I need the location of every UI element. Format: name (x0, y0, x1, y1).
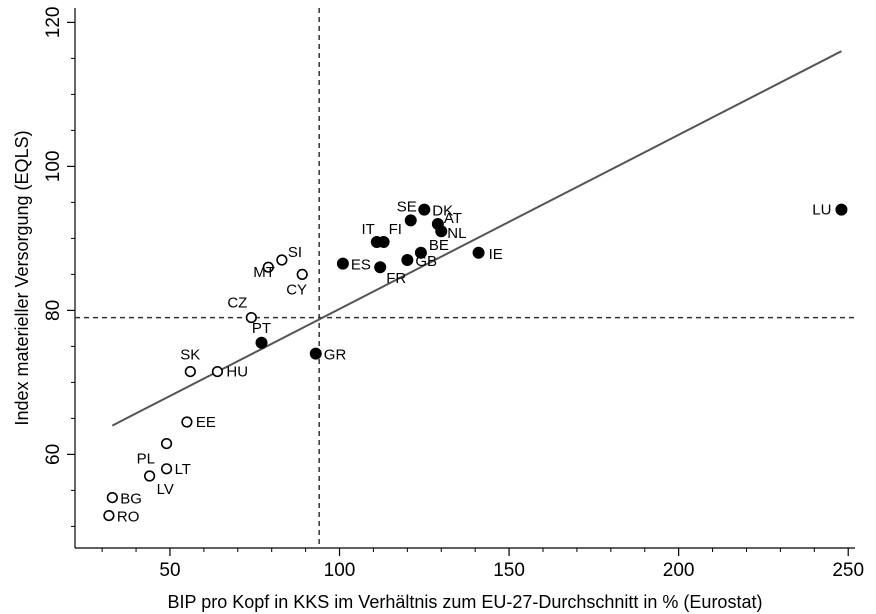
point-label-ro: RO (117, 509, 140, 526)
point-ie (472, 246, 485, 259)
point-dk (418, 203, 431, 216)
x-tick-label: 200 (663, 560, 695, 581)
point-gb (401, 254, 414, 266)
point-label-mt: MT (253, 264, 275, 281)
y-tick-label: 60 (43, 444, 64, 465)
point-mt (262, 261, 274, 273)
point-label-nl: NL (447, 225, 466, 242)
point-label-dk: DK (432, 203, 453, 220)
point-se (404, 214, 417, 227)
point-label-it: IT (361, 221, 374, 238)
point-label-cy: CY (286, 281, 307, 298)
point-ee (181, 416, 193, 428)
axis-ticks: 50 100 150 200 250 60 80 100 120 (43, 7, 864, 581)
point-label-fr: FR (386, 270, 406, 287)
point-fr (374, 261, 387, 274)
point-nl (435, 225, 448, 238)
x-tick-label: 150 (493, 560, 525, 581)
point-pl (160, 438, 173, 450)
point-be (414, 246, 427, 259)
point-label-bg: BG (120, 491, 142, 508)
point-label-si: SI (288, 244, 302, 261)
point-fi (377, 236, 390, 248)
x-tick-label: 100 (324, 560, 356, 581)
point-gr (309, 347, 322, 360)
point-label-pt: PT (252, 320, 271, 337)
y-axis-title: Index materieller Versorgung (EQLS) (12, 130, 32, 425)
point-label-lv: LV (157, 481, 174, 498)
point-si (276, 254, 288, 266)
point-label-sk: SK (180, 347, 200, 364)
y-tick-label: 100 (43, 151, 64, 183)
y-tick-label: 120 (43, 7, 64, 39)
point-label-pl: PL (137, 451, 155, 468)
point-hu (211, 366, 224, 378)
point-label-ie: IE (489, 246, 503, 263)
point-pt (255, 336, 268, 349)
point-label-cz: CZ (227, 295, 247, 312)
point-label-lu: LU (812, 202, 831, 219)
point-cz (245, 312, 257, 324)
point-label-at: AT (444, 210, 462, 227)
point-label-es: ES (351, 257, 371, 274)
point-label-lt: LT (175, 461, 191, 478)
y-tick-label: 80 (43, 300, 64, 321)
point-label-ee: EE (196, 414, 216, 431)
point-lt (160, 463, 173, 475)
point-lv (144, 470, 156, 482)
x-tick-label: 250 (832, 560, 864, 581)
point-lu (835, 203, 848, 216)
point-label-gr: GR (324, 347, 347, 364)
point-bg (106, 492, 118, 504)
mean-reference-lines (75, 8, 855, 548)
regression-line (111, 50, 842, 427)
point-ro (103, 509, 115, 522)
point-label-hu: HU (226, 364, 248, 381)
point-es (336, 257, 349, 270)
x-axis-title: BIP pro Kopf in KKS im Verhältnis zum EU… (168, 592, 763, 612)
point-cy (296, 268, 308, 281)
point-label-fi: FI (389, 221, 402, 238)
point-label-se: SE (397, 198, 417, 215)
x-tick-label: 50 (159, 560, 180, 581)
point-label-be: BE (429, 237, 449, 254)
point-sk (184, 366, 196, 378)
